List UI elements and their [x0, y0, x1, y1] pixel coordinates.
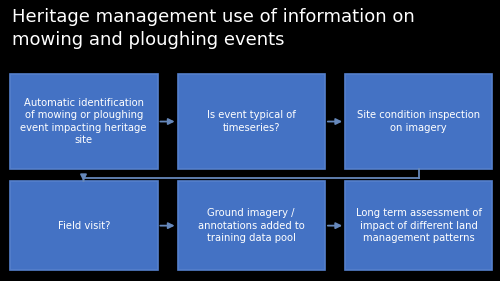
- Text: Field visit?: Field visit?: [58, 221, 110, 230]
- FancyBboxPatch shape: [345, 74, 492, 169]
- Text: Heritage management use of information on
mowing and ploughing events: Heritage management use of information o…: [12, 8, 415, 49]
- FancyBboxPatch shape: [178, 181, 325, 270]
- Text: Ground imagery /
annotations added to
training data pool: Ground imagery / annotations added to tr…: [198, 208, 304, 243]
- FancyBboxPatch shape: [345, 181, 492, 270]
- Text: Automatic identification
of mowing or ploughing
event impacting heritage
site: Automatic identification of mowing or pl…: [20, 98, 147, 145]
- Text: Is event typical of
timeseries?: Is event typical of timeseries?: [207, 110, 296, 133]
- Text: Long term assessment of
impact of different land
management patterns: Long term assessment of impact of differ…: [356, 208, 482, 243]
- Text: Site condition inspection
on imagery: Site condition inspection on imagery: [357, 110, 480, 133]
- FancyBboxPatch shape: [10, 181, 158, 270]
- FancyBboxPatch shape: [10, 74, 158, 169]
- FancyBboxPatch shape: [178, 74, 325, 169]
